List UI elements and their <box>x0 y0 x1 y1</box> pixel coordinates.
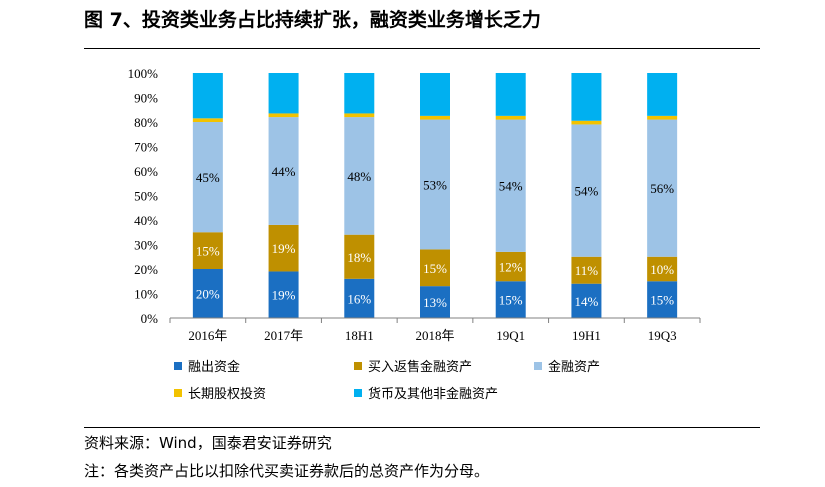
data-label: 54% <box>499 179 523 194</box>
data-label: 19% <box>272 241 296 256</box>
y-tick-label: 10% <box>134 287 158 302</box>
data-label: 10% <box>650 262 674 277</box>
bar-segment <box>495 119 526 252</box>
bar-segment <box>571 73 602 121</box>
chart-axes: 0% 10% 20% 30% 40% 50% 60% 70% 80% 90% 100% 2016年 20… <box>128 66 701 343</box>
y-tick-label: 90% <box>134 91 158 106</box>
data-label: 56% <box>650 181 674 196</box>
bar-segment <box>420 119 450 250</box>
legend-swatch <box>174 389 182 397</box>
footer-rule <box>84 427 760 428</box>
x-tick-label: 19H1 <box>572 328 601 343</box>
data-label: 15% <box>650 293 674 308</box>
bar-segment <box>268 224 299 272</box>
bar-segment <box>420 115 450 120</box>
bar-segment <box>268 117 299 225</box>
legend-swatch <box>174 362 182 370</box>
data-label: 18% <box>347 250 371 265</box>
y-tick-label: 30% <box>134 238 158 253</box>
data-label: 15% <box>423 261 447 276</box>
bar-segment <box>495 281 526 318</box>
y-tick-label: 70% <box>134 140 158 155</box>
bar-segment <box>420 73 450 116</box>
source-note: 资料来源：Wind，国泰君安证券研究 <box>84 434 332 452</box>
x-tick-label: 19Q1 <box>496 328 525 343</box>
data-label: 15% <box>196 244 220 259</box>
y-tick-label: 50% <box>134 189 158 204</box>
legend-label: 货币及其他非金融资产 <box>368 386 498 402</box>
bar-segment <box>268 73 299 114</box>
bar-segment <box>647 119 678 257</box>
bar-segment <box>192 122 223 233</box>
legend-swatch <box>534 362 542 370</box>
data-label: 12% <box>499 260 523 275</box>
y-tick-label: 0% <box>141 311 159 326</box>
bar-segment <box>268 271 299 318</box>
bar-segment <box>420 286 450 318</box>
data-label: 16% <box>347 291 371 306</box>
y-tick-label: 60% <box>134 164 158 179</box>
bar-segment <box>647 73 678 116</box>
bar-segment <box>571 124 602 257</box>
x-tick-label: 18H1 <box>345 328 374 343</box>
x-tick-label: 19Q3 <box>648 328 677 343</box>
bar-segment <box>495 73 526 116</box>
bar-segment <box>344 113 375 118</box>
bar-segment <box>571 256 602 284</box>
figure-title: 图 7、投资类业务占比持续扩张，融资类业务增长乏力 <box>84 9 541 31</box>
bar-segment <box>571 120 602 125</box>
chart-data-labels: 20% 15% 45% 19% 19% 44% 16% 18% 48% 13% 15% 53% 15% 1… <box>196 164 674 310</box>
bar-segment <box>192 73 223 119</box>
bar-segment <box>344 73 375 114</box>
title-rule <box>84 48 760 49</box>
bar-segment <box>192 269 223 318</box>
x-tick-label: 2017年 <box>264 328 303 343</box>
legend-swatch <box>354 362 362 370</box>
data-label: 44% <box>272 164 296 179</box>
data-label: 15% <box>499 293 523 308</box>
bar-segment <box>647 115 678 120</box>
bar-segment <box>420 249 450 287</box>
y-tick-label: 100% <box>128 66 159 81</box>
data-label: 13% <box>423 295 447 310</box>
data-label: 45% <box>196 170 220 185</box>
y-tick-label: 80% <box>134 115 158 130</box>
x-tick-label: 2016年 <box>188 328 227 343</box>
bar-segment <box>192 232 223 269</box>
data-label: 48% <box>347 169 371 184</box>
bar-segment <box>344 117 375 235</box>
bar-segment <box>647 281 678 318</box>
legend-label: 买入返售金融资产 <box>368 359 472 375</box>
bar-segment <box>647 256 678 282</box>
legend-swatch <box>354 389 362 397</box>
bar-segment <box>268 113 299 118</box>
data-label: 19% <box>272 288 296 303</box>
data-label: 54% <box>575 184 599 199</box>
bar-segment <box>495 115 526 120</box>
data-label: 53% <box>423 177 447 192</box>
y-tick-label: 20% <box>134 262 158 277</box>
bar-segment <box>495 251 526 282</box>
data-label: 20% <box>196 287 220 302</box>
footnote: 注：各类资产占比以扣除代买卖证券款后的总资产作为分母。 <box>84 462 490 480</box>
bar-segment <box>192 118 223 122</box>
bar-segment <box>344 234 375 279</box>
y-tick-label: 40% <box>134 213 158 228</box>
bar-segment <box>571 283 602 318</box>
legend-label: 长期股权投资 <box>188 386 266 402</box>
bar-segment <box>344 278 375 318</box>
chart-bars <box>192 73 678 318</box>
data-label: 11% <box>575 263 599 278</box>
legend-label: 金融资产 <box>548 359 600 375</box>
legend-label: 融出资金 <box>188 359 240 375</box>
data-label: 14% <box>575 294 599 309</box>
x-tick-label: 2018年 <box>415 328 454 343</box>
